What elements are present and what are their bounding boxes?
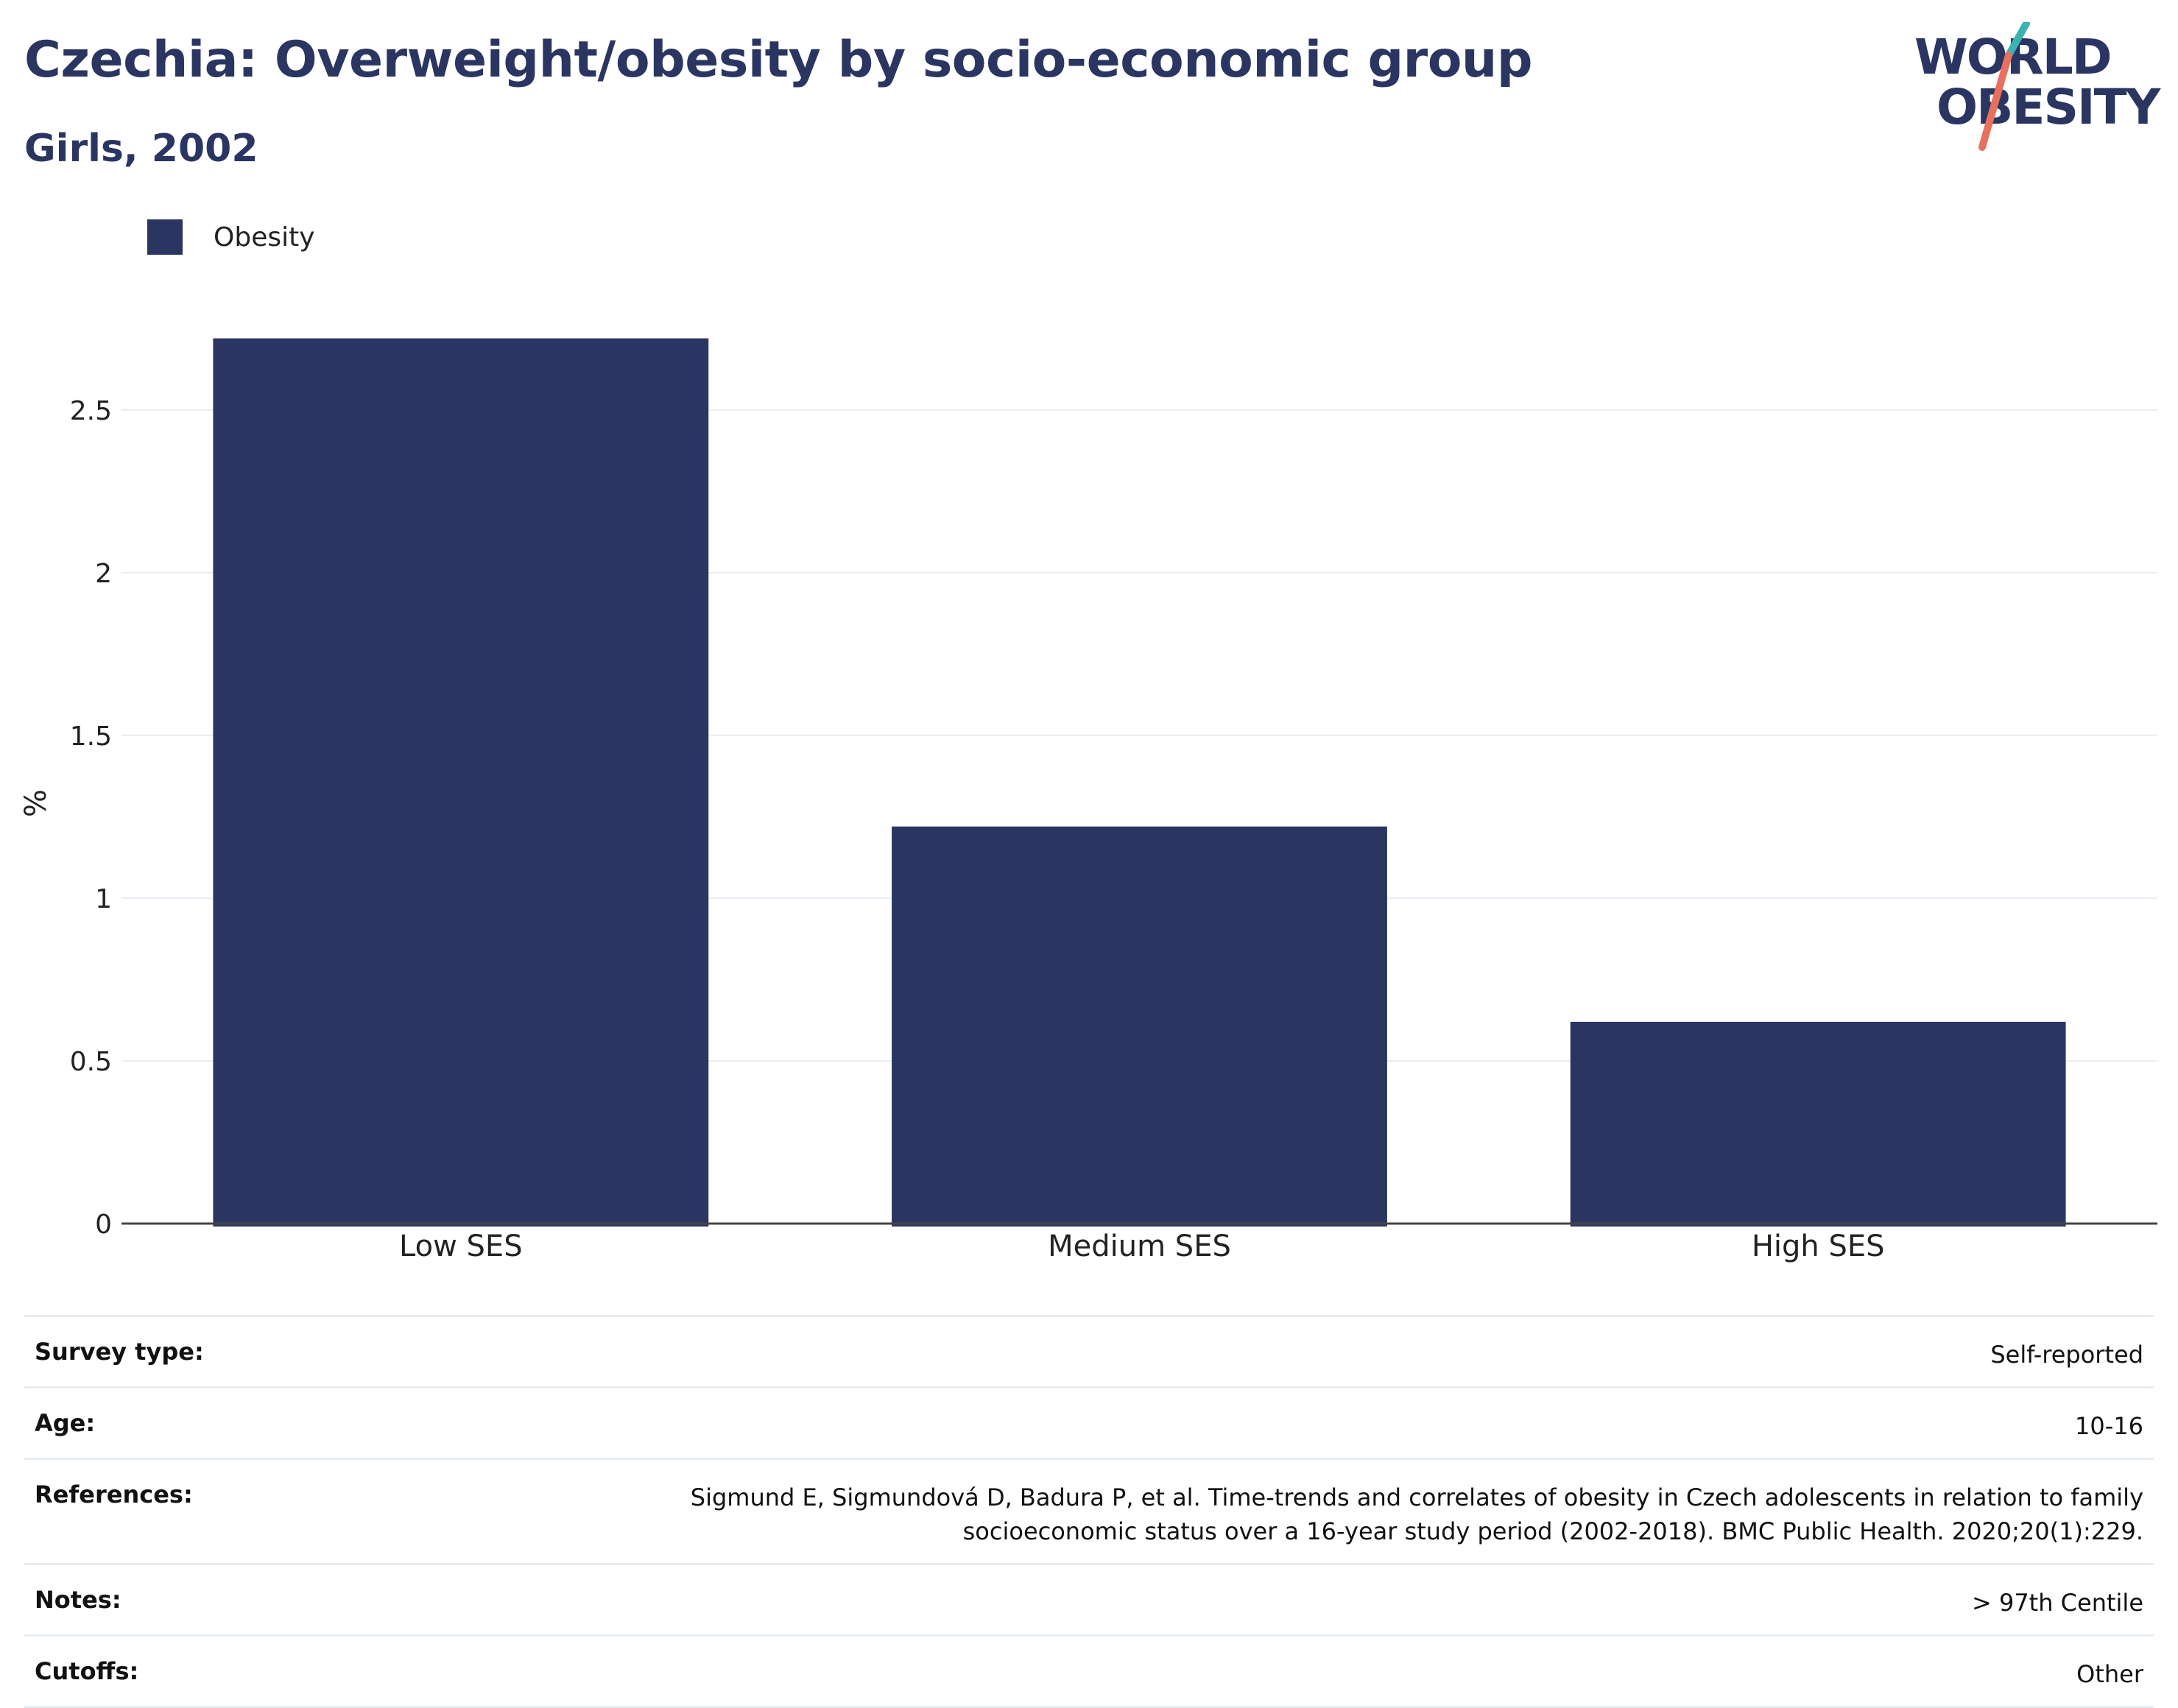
y-axis-title: %: [19, 789, 53, 817]
bars: [213, 338, 2066, 1227]
logo-line-2: OBESITY: [1936, 79, 2162, 135]
chart-subtitle: Girls, 2002: [24, 127, 258, 171]
y-tick-labels: 0 0.5 1 1.5 2 2.5: [70, 396, 112, 1240]
metadata-value: Self-reported: [1990, 1341, 2143, 1369]
legend[interactable]: Obesity: [147, 219, 315, 255]
logo-line-1: WORLD: [1914, 29, 2111, 85]
bar-medium-ses[interactable]: [892, 826, 1387, 1227]
world-obesity-logo: WORLD OBESITY: [1914, 22, 2163, 151]
metadata-value: Other: [2076, 1660, 2143, 1688]
x-category-labels: Low SES Medium SES High SES: [399, 1229, 1884, 1263]
metadata-table: Survey type: Self-reported Age: 10-16 Refere…: [24, 1315, 2154, 1708]
logo-slash-coral: [1978, 52, 2012, 151]
bar-high-ses[interactable]: [1570, 1021, 2066, 1227]
bar-chart: 0 0.5 1 1.5 2 2.5 Low SES Medium SES High SES %: [19, 338, 2157, 1263]
metadata-value: 10-16: [2075, 1412, 2143, 1440]
metadata-row: References: Sigmund E, Sigmundová D, Badu…: [24, 1458, 2154, 1563]
x-category-label: Low SES: [399, 1229, 523, 1263]
metadata-label: Age:: [35, 1409, 96, 1437]
metadata-label: Survey type:: [35, 1338, 204, 1366]
x-category-label: Medium SES: [1048, 1229, 1231, 1263]
x-category-label: High SES: [1752, 1229, 1885, 1263]
metadata-row: Notes: > 97th Centile: [24, 1563, 2154, 1634]
metadata-row: Age: 10-16: [24, 1386, 2154, 1458]
metadata-row: Survey type: Self-reported: [24, 1315, 2154, 1386]
y-tick-label: 1.5: [70, 721, 112, 752]
chart-title: Czechia: Overweight/obesity by socio-eco…: [24, 31, 1533, 89]
bar-low-ses[interactable]: [213, 338, 709, 1227]
y-tick-label: 0: [95, 1210, 112, 1240]
legend-swatch-obesity: [147, 219, 183, 255]
y-tick-label: 0.5: [70, 1047, 112, 1077]
legend-label-obesity: Obesity: [214, 222, 315, 253]
metadata-label: References:: [35, 1481, 193, 1508]
logo-slash-teal: [2005, 22, 2030, 59]
metadata-label: Notes:: [35, 1586, 121, 1614]
metadata-row: Cutoffs: Other: [24, 1634, 2154, 1708]
y-tick-label: 2.5: [70, 396, 112, 426]
metadata-value: Sigmund E, Sigmundová D, Badura P, et al…: [690, 1483, 2143, 1545]
y-tick-label: 2: [95, 559, 112, 589]
y-tick-label: 1: [95, 884, 112, 914]
metadata-value: > 97th Centile: [1971, 1589, 2143, 1617]
metadata-label: Cutoffs:: [35, 1657, 139, 1685]
